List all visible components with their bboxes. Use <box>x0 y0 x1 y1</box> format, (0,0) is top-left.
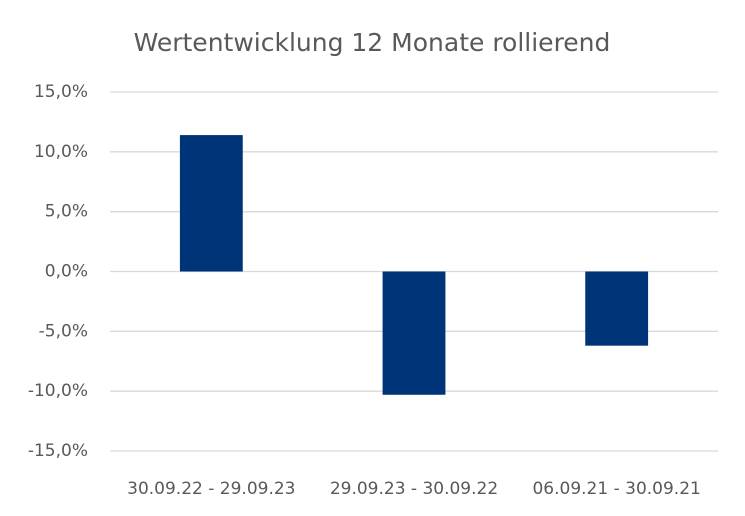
bar <box>585 271 649 346</box>
y-tick-label: -5,0% <box>39 321 88 341</box>
x-tick-label: 29.09.23 - 30.09.22 <box>330 479 498 499</box>
y-tick-label: -10,0% <box>28 381 88 401</box>
y-tick-label: 5,0% <box>45 202 88 222</box>
x-tick-label: 30.09.22 - 29.09.23 <box>127 479 295 499</box>
y-tick-label: -15,0% <box>28 441 88 461</box>
chart-title: Wertentwicklung 12 Monate rollierend <box>134 28 611 57</box>
bar <box>179 135 243 272</box>
bar <box>382 271 446 395</box>
y-tick-label: 0,0% <box>45 262 88 282</box>
y-tick-label: 10,0% <box>34 142 88 162</box>
x-tick-label: 06.09.21 - 30.09.21 <box>532 479 700 499</box>
y-tick-label: 15,0% <box>34 82 88 102</box>
